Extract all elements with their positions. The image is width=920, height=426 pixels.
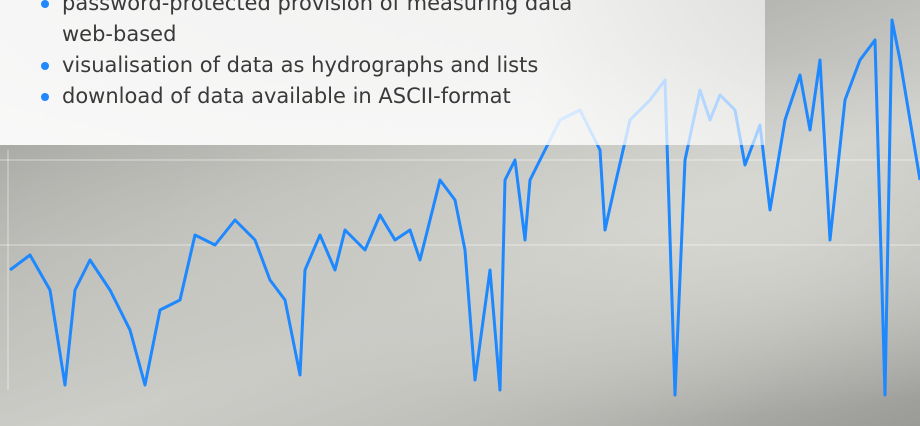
feature-item: visualisation of data as hydrographs and… (40, 50, 572, 81)
feature-list: password-protected provision of measurin… (40, 0, 572, 112)
feature-text: visualisation of data as hydrographs and… (62, 50, 572, 81)
text-panel: password-protected provision of measurin… (0, 0, 765, 145)
feature-text: password-protected provision of measurin… (62, 0, 572, 19)
feature-text: web-based (62, 19, 572, 50)
banner: password-protected provision of measurin… (0, 0, 920, 426)
feature-item: download of data available in ASCII-form… (40, 81, 572, 112)
feature-item: password-protected provision of measurin… (40, 0, 572, 50)
feature-text: download of data available in ASCII-form… (62, 81, 572, 112)
